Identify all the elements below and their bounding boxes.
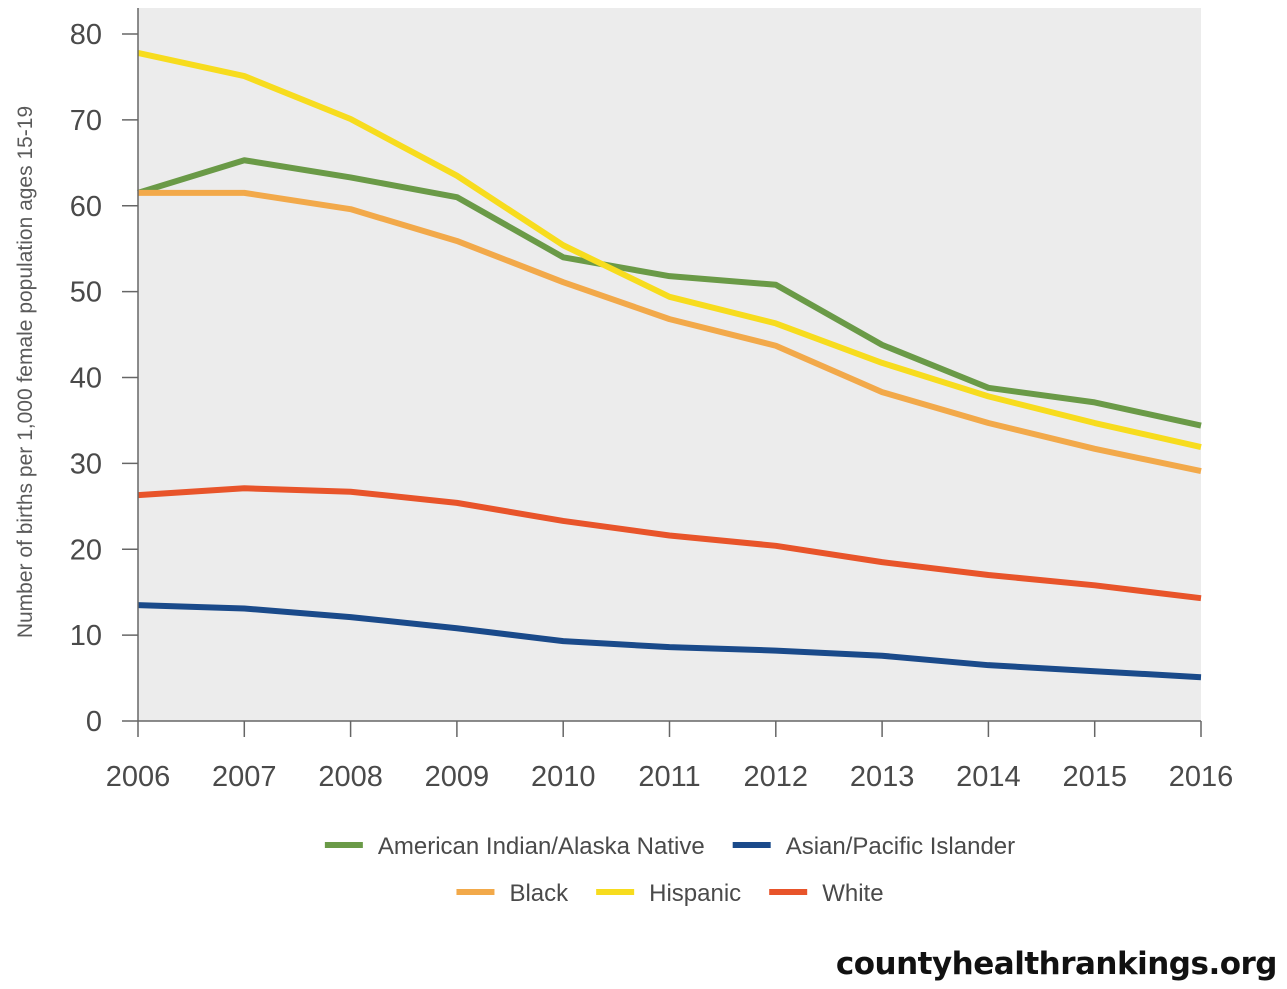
tick-labels: 0 10 20 30 40 50 60 70 80 2006 2007 2008 2009 2010 201… [70, 19, 1234, 793]
x-tick-label: 2012 [744, 761, 809, 793]
plot-background [138, 8, 1201, 721]
legend-label-hispanic: Hispanic [649, 880, 741, 907]
y-tick-label: 50 [70, 277, 102, 309]
legend-label-white: White [822, 880, 883, 907]
x-tick-label: 2013 [850, 761, 915, 793]
series-line-black [138, 189, 1202, 475]
legend-label-american-indian-alaska-native: American Indian/Alaska Native [378, 833, 705, 860]
y-tick-label: 30 [70, 448, 102, 480]
x-tick-label: 2007 [212, 761, 277, 793]
x-tick-label: 2006 [106, 761, 171, 793]
y-tick-label: 60 [70, 191, 102, 223]
legend: American Indian/Alaska Native Asian/Pacif… [324, 833, 1015, 907]
y-tick-label: 10 [70, 620, 102, 652]
series-line-hispanic [137, 49, 1202, 450]
x-tick-label: 2009 [425, 761, 490, 793]
x-tick-label: 2008 [318, 761, 383, 793]
x-tick-label: 2015 [1062, 761, 1127, 793]
series-line-white [137, 485, 1202, 602]
source-label[interactable]: countyhealthrankings.org [835, 946, 1278, 982]
series-layer [137, 49, 1202, 681]
y-axis-title: Number of births per 1,000 female popula… [14, 106, 37, 638]
y-tick-label: 20 [70, 534, 102, 566]
x-tick-label: 2011 [638, 761, 700, 793]
axes-layer [122, 8, 1202, 737]
y-tick-label: 40 [70, 363, 102, 395]
series-line-american-indian-alaska-native [137, 157, 1202, 429]
legend-label-black: Black [509, 880, 569, 907]
y-tick-label: 0 [86, 706, 102, 738]
x-tick-label: 2016 [1169, 761, 1234, 793]
legend-label-asian-pacific-islander: Asian/Pacific Islander [786, 833, 1015, 860]
x-tick-label: 2010 [531, 761, 596, 793]
x-tick-label: 2014 [956, 761, 1021, 793]
y-tick-label: 80 [70, 19, 102, 51]
series-line-asian-pacific-islander [137, 602, 1202, 681]
y-tick-label: 70 [70, 105, 102, 137]
